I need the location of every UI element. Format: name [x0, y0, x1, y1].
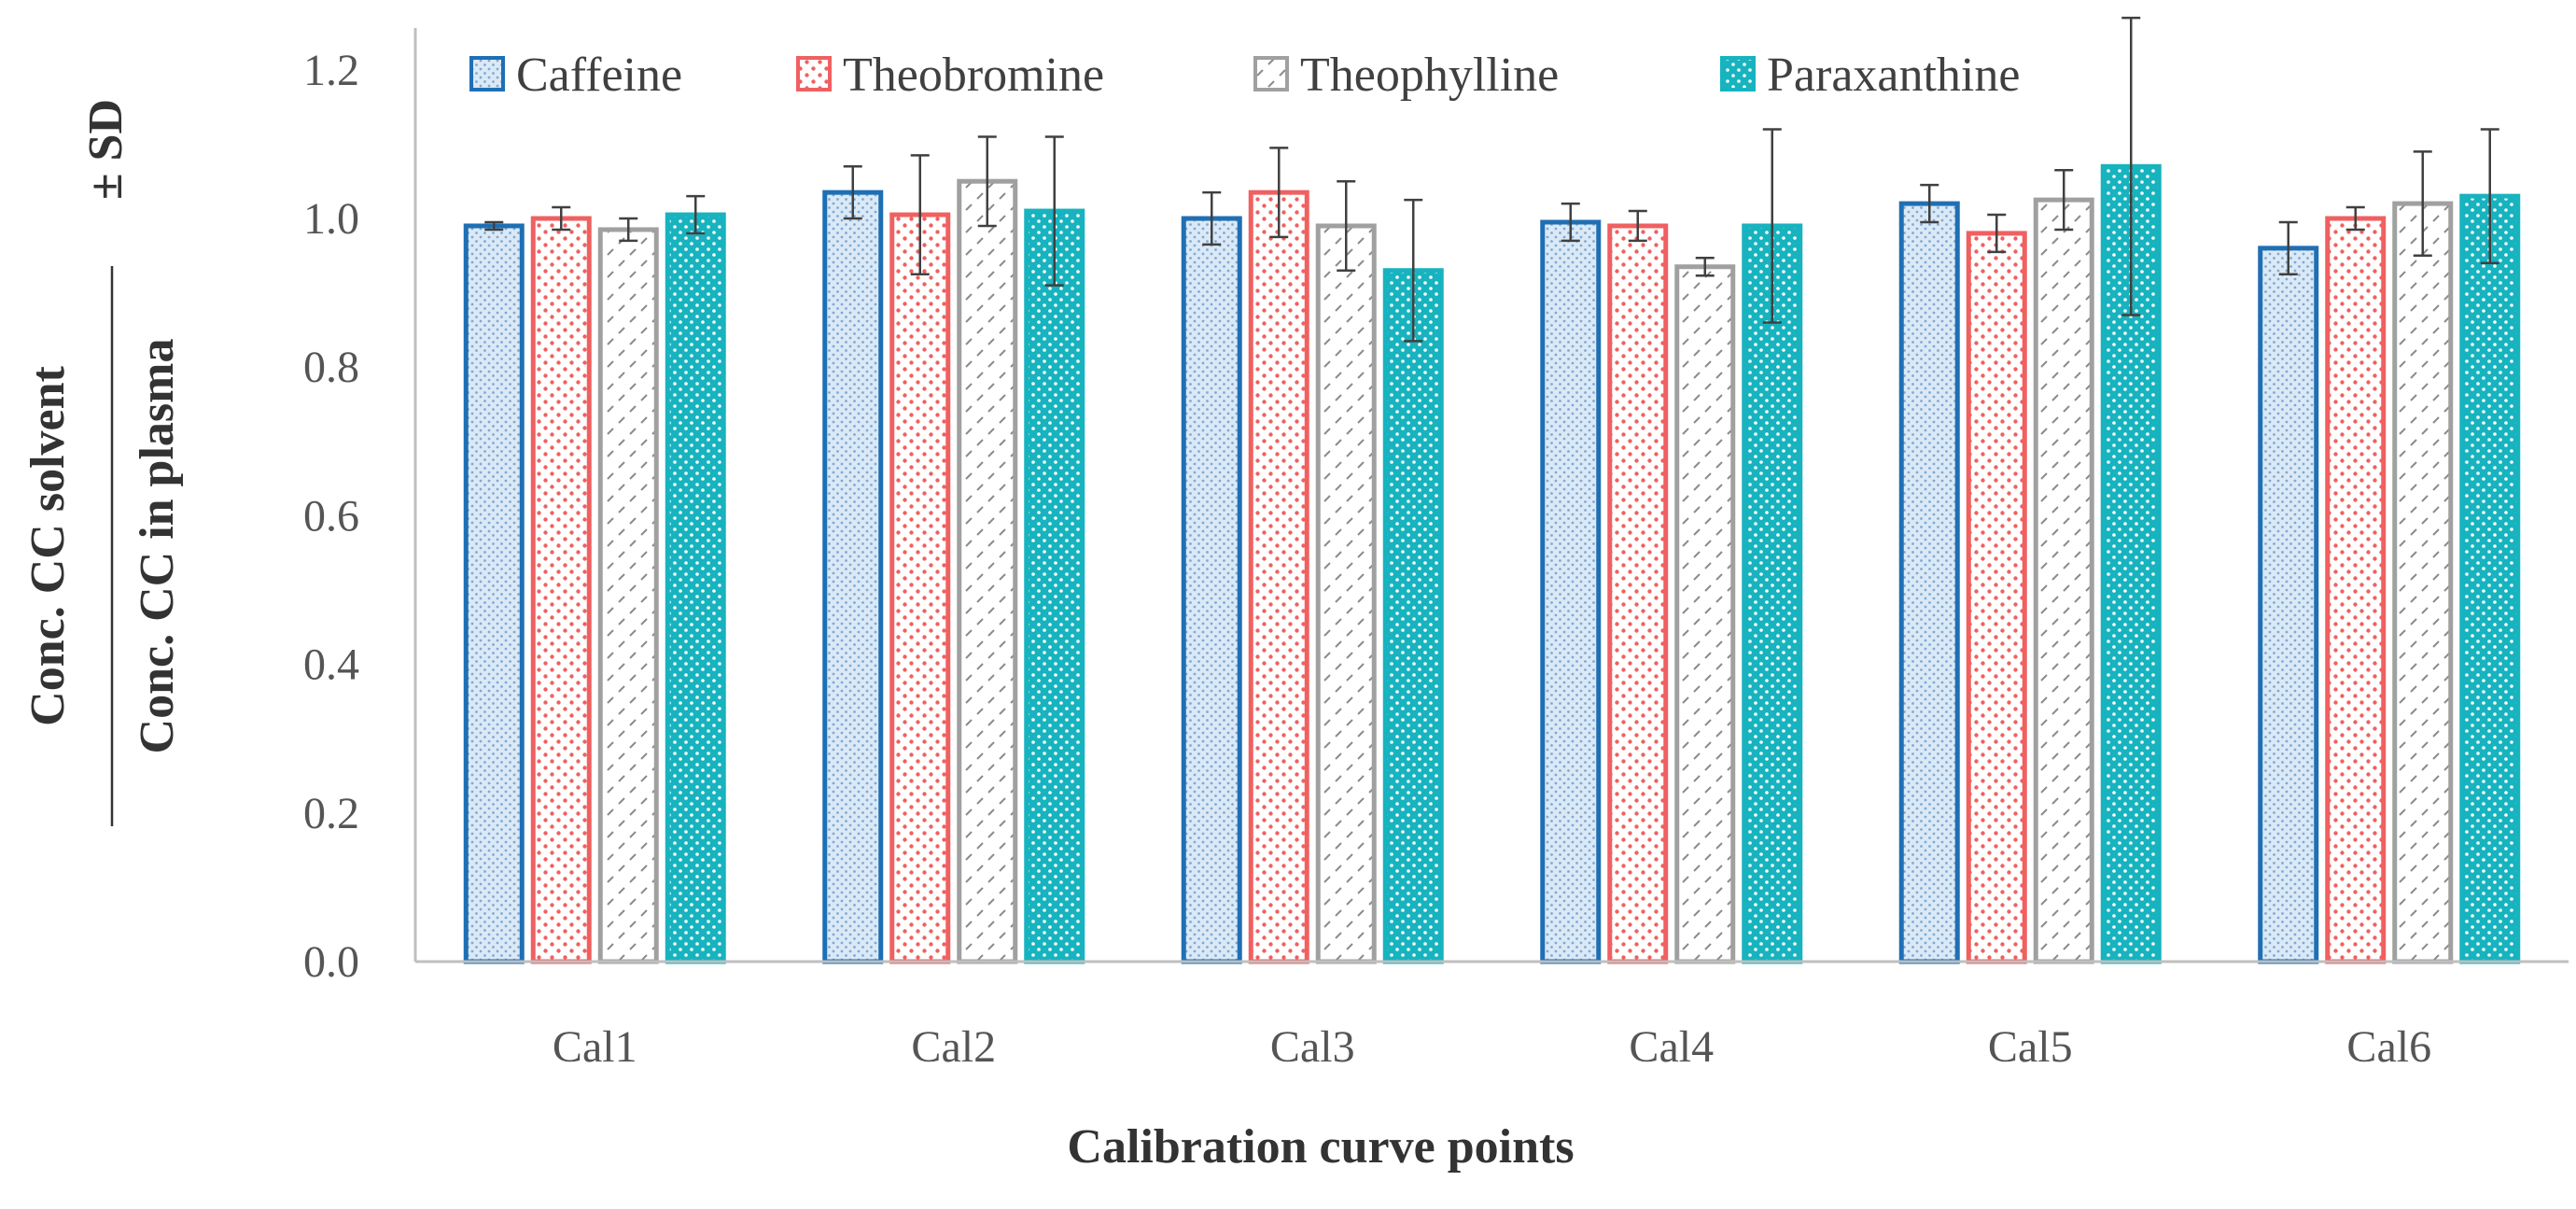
- error-bar-theophylline-cal2: [977, 135, 997, 228]
- error-bar-caffeine-cal4: [1561, 202, 1580, 243]
- error-bar-theophylline-cal1: [619, 217, 638, 243]
- error-bar-caffeine-cal1: [484, 220, 504, 232]
- error-bar-theophylline-cal3: [1337, 179, 1356, 272]
- legend-swatch-theobromine: [796, 56, 832, 91]
- bar-theobromine-cal5: [1966, 231, 2027, 964]
- error-bar-caffeine-cal5: [1920, 183, 1939, 224]
- error-bar-theobromine-cal5: [1987, 213, 2007, 254]
- y-tick-label: 1.0: [303, 194, 359, 244]
- bars: [463, 163, 2521, 964]
- y-tick-label: 0.0: [303, 937, 359, 987]
- bar-theophylline-cal1: [597, 227, 659, 964]
- x-tick-label-cal1: Cal1: [553, 1022, 637, 1072]
- error-bar-theophylline-cal5: [2054, 169, 2074, 232]
- bar-theophylline-cal6: [2392, 201, 2454, 964]
- bar-caffeine-cal2: [822, 190, 884, 964]
- error-bar-theophylline-cal6: [2413, 150, 2432, 258]
- bar-theobromine-cal4: [1607, 223, 1669, 964]
- y-tick-label: 0.6: [303, 491, 359, 541]
- bar-paraxanthine-cal1: [665, 212, 726, 964]
- x-tick-label-cal5: Cal5: [1988, 1022, 2073, 1072]
- error-bar-theobromine-cal6: [2345, 205, 2365, 232]
- error-bar-caffeine-cal6: [2278, 220, 2298, 275]
- legend-swatch-paraxanthine: [1720, 56, 1756, 91]
- x-tick-label-cal2: Cal2: [911, 1022, 996, 1072]
- error-bars: [484, 16, 2499, 343]
- error-bar-paraxanthine-cal3: [1404, 198, 1423, 343]
- x-axis-title: Calibration curve points: [1067, 1120, 1574, 1174]
- bar-theophylline-cal5: [2033, 197, 2094, 964]
- legend-item-theobromine: Theobromine: [796, 49, 1104, 102]
- y-tick-label: 0.4: [303, 640, 359, 690]
- legend-label-theophylline: Theophylline: [1300, 49, 1559, 102]
- error-bar-paraxanthine-cal1: [686, 194, 706, 235]
- error-bar-paraxanthine-cal4: [1762, 128, 1782, 324]
- error-bar-caffeine-cal3: [1202, 190, 1222, 246]
- bar-theophylline-cal4: [1674, 264, 1736, 964]
- error-bar-theobromine-cal1: [552, 205, 571, 232]
- error-bar-theobromine-cal4: [1628, 209, 1647, 243]
- bar-theophylline-cal2: [957, 178, 1018, 964]
- bar-theophylline-cal3: [1315, 223, 1377, 964]
- x-tick-labels: Cal1 Cal2 Cal3 Cal4 Cal5 Cal6: [553, 1022, 2431, 1072]
- legend-item-theophylline: Theophylline: [1253, 49, 1559, 102]
- error-bar-paraxanthine-cal2: [1044, 135, 1064, 287]
- legend: Caffeine Theobromine Theophylline Paraxanth…: [469, 49, 2020, 102]
- x-tick-label-cal6: Cal6: [2346, 1022, 2431, 1072]
- bar-theobromine-cal1: [530, 216, 592, 964]
- y-axis-prefix: ± SD: [79, 99, 133, 200]
- bar-theobromine-cal2: [889, 212, 951, 964]
- y-axis-numerator: Conc. CC solvent: [21, 365, 75, 725]
- y-tick-label: 1.2: [303, 46, 359, 95]
- bar-caffeine-cal6: [2258, 246, 2319, 964]
- x-tick-label-cal4: Cal4: [1629, 1022, 1714, 1072]
- error-bar-theobromine-cal2: [910, 154, 930, 275]
- error-bar-paraxanthine-cal5: [2121, 16, 2141, 316]
- legend-item-caffeine: Caffeine: [469, 49, 682, 102]
- legend-label-theobromine: Theobromine: [843, 49, 1104, 102]
- y-tick-label: 0.8: [303, 343, 359, 392]
- bar-theobromine-cal3: [1248, 190, 1309, 964]
- bar-paraxanthine-cal2: [1024, 208, 1085, 964]
- bar-paraxanthine-cal6: [2459, 193, 2521, 964]
- bar-caffeine-cal5: [1898, 201, 1960, 964]
- bar-theobromine-cal6: [2325, 216, 2387, 964]
- legend-label-paraxanthine: Paraxanthine: [1767, 49, 2020, 102]
- error-bar-paraxanthine-cal6: [2480, 128, 2499, 265]
- bar-caffeine-cal1: [463, 223, 525, 964]
- y-axis-title: ± SD Conc. CC solvent Conc. CC in plasma: [21, 99, 184, 826]
- legend-swatch-theophylline: [1253, 56, 1289, 91]
- y-tick-label: 0.2: [303, 789, 359, 838]
- bar-paraxanthine-cal3: [1382, 268, 1444, 964]
- y-axis-denominator: Conc. CC in plasma: [131, 339, 184, 754]
- x-tick-label-cal3: Cal3: [1270, 1022, 1355, 1072]
- y-tick-labels: 0.0 0.2 0.4 0.6 0.8 1.0 1.2: [303, 46, 359, 987]
- legend-swatch-caffeine: [469, 56, 505, 91]
- bar-caffeine-cal3: [1181, 216, 1242, 964]
- error-bar-caffeine-cal2: [843, 165, 862, 220]
- error-bar-theobromine-cal3: [1269, 147, 1289, 239]
- legend-label-caffeine: Caffeine: [516, 49, 682, 102]
- bar-caffeine-cal4: [1540, 219, 1602, 964]
- bar-paraxanthine-cal4: [1742, 223, 1803, 964]
- error-bar-theophylline-cal4: [1695, 256, 1715, 277]
- legend-item-paraxanthine: Paraxanthine: [1720, 49, 2020, 102]
